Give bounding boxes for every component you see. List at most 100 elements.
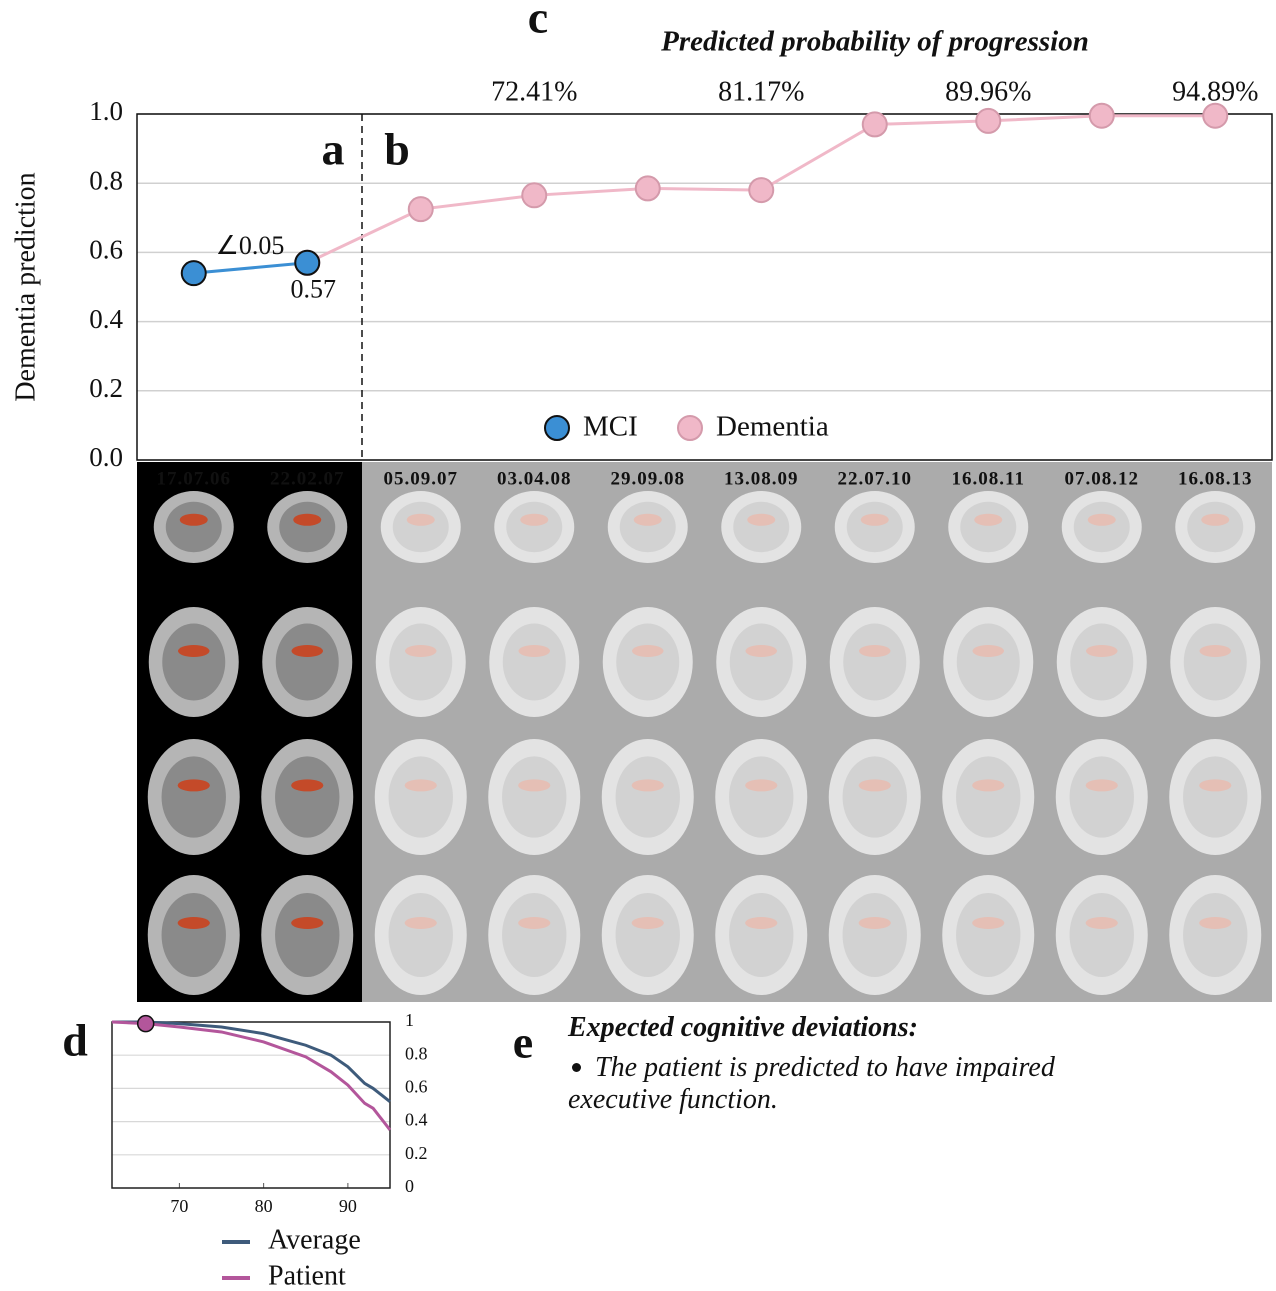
x-tick-label: 16.08.13	[1178, 468, 1253, 489]
legend-label: Patient	[268, 1260, 346, 1291]
y-tick-label: 0.2	[89, 373, 123, 403]
legend-marker	[544, 415, 570, 441]
y-tick-label: 0.0	[89, 442, 123, 472]
y-tick-label: 0.4	[405, 1110, 428, 1130]
plot-frame	[136, 113, 1273, 461]
heat-spot	[291, 645, 323, 657]
brain-inner	[1187, 501, 1244, 553]
legend-label: Average	[268, 1224, 361, 1255]
heat-spot	[633, 513, 662, 526]
data-point	[1088, 102, 1115, 129]
heat-spot	[631, 917, 664, 929]
y-tick-label: 0.4	[89, 304, 123, 334]
y-tick-label: 0	[405, 1176, 414, 1196]
data-point	[1202, 102, 1229, 129]
brain-inner	[389, 623, 453, 701]
heat-spot	[518, 645, 550, 657]
y-tick-label: 0.6	[89, 235, 123, 265]
brain-inner	[275, 756, 340, 838]
brain-inner	[956, 623, 1020, 701]
heat-spot	[858, 779, 891, 792]
brain-inner	[162, 623, 226, 701]
brain-inner	[388, 893, 453, 977]
heat-spot	[745, 779, 778, 792]
brain-inner	[843, 623, 907, 701]
heat-spot	[518, 917, 551, 929]
brain-inner	[615, 756, 680, 838]
heat-spot	[631, 779, 664, 792]
heat-spot	[178, 645, 210, 657]
highlight-point	[136, 1014, 155, 1033]
data-point	[748, 177, 775, 204]
brain-inner	[1069, 756, 1134, 838]
panel-label: b	[384, 124, 410, 175]
heat-spot	[972, 917, 1005, 929]
x-tick-label: 22.02.07	[270, 468, 345, 489]
list-item: The patient is predicted to have impaire…	[568, 1052, 1128, 1116]
series-line	[193, 261, 308, 275]
brain-inner	[388, 756, 453, 838]
data-point	[634, 175, 661, 202]
brain-inner	[956, 756, 1021, 838]
chart-title: Predicted probability of progression	[660, 26, 1089, 58]
brain-inner	[615, 893, 680, 977]
data-point	[861, 111, 888, 138]
heat-spot	[745, 917, 778, 929]
heat-spot	[1085, 779, 1118, 792]
heat-spot	[1199, 779, 1232, 792]
series-line	[111, 1020, 392, 1131]
progression-label: 94.89%	[1172, 76, 1258, 107]
brain-inner	[729, 893, 794, 977]
brain-inner	[846, 501, 903, 553]
brain-inner	[502, 756, 567, 838]
heat-spot	[179, 513, 208, 526]
brain-inner	[392, 501, 449, 553]
progression-label: 72.41%	[491, 76, 577, 107]
y-tick-label: 1	[405, 1010, 414, 1030]
heat-spot	[406, 513, 435, 526]
heat-spot	[1087, 513, 1116, 526]
x-tick-label: 16.08.11	[952, 468, 1025, 489]
x-tick-label: 13.08.09	[724, 468, 799, 489]
x-tick-label: 22.07.10	[838, 468, 913, 489]
brain-inner	[161, 756, 226, 838]
brain-inner	[729, 623, 793, 701]
brain-inner	[619, 501, 676, 553]
brain-inner	[842, 756, 907, 838]
brain-inner	[502, 623, 566, 701]
y-tick-label: 0.6	[405, 1077, 428, 1097]
data-label: 0.57	[291, 275, 337, 304]
heat-spot	[1199, 645, 1231, 657]
heat-spot	[1086, 645, 1118, 657]
heat-spot	[747, 513, 776, 526]
heat-spot	[860, 513, 889, 526]
brain-inner	[1069, 893, 1134, 977]
heat-spot	[291, 917, 324, 929]
x-tick-label: 80	[255, 1196, 273, 1216]
brain-inner	[279, 501, 336, 553]
brain-inner	[275, 893, 340, 977]
data-point	[975, 107, 1002, 134]
heat-spot	[404, 779, 437, 792]
brain-inner	[842, 893, 907, 977]
heat-spot	[632, 645, 664, 657]
y-tick-label: 0.2	[405, 1143, 428, 1163]
heat-spot	[404, 917, 437, 929]
heat-spot	[745, 645, 777, 657]
brain-inner	[161, 893, 226, 977]
x-tick-label: 07.08.12	[1065, 468, 1140, 489]
heat-spot	[293, 513, 322, 526]
heat-spot	[1201, 513, 1230, 526]
brain-inner	[733, 501, 790, 553]
x-tick-label: 90	[339, 1196, 357, 1216]
heat-spot	[518, 779, 551, 792]
x-tick-label: 70	[170, 1196, 188, 1216]
y-tick-label: 0.8	[89, 165, 123, 195]
panel-label: a	[322, 124, 345, 175]
brain-inner	[275, 623, 339, 701]
brain-inner	[956, 893, 1021, 977]
heat-spot	[859, 645, 891, 657]
data-point	[294, 249, 321, 276]
brain-inner	[616, 623, 680, 701]
